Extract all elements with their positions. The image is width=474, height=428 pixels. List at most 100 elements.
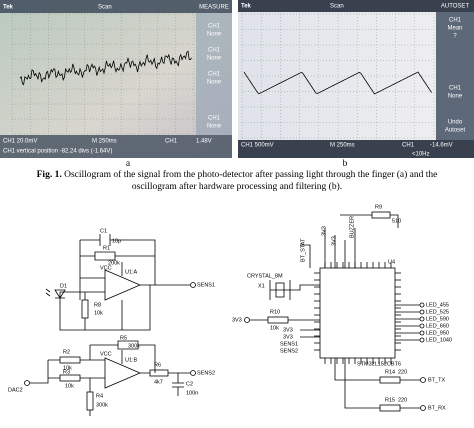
photodiode [45, 288, 66, 299]
resistor [379, 376, 401, 384]
label: LED_590 [426, 316, 449, 322]
label: LED_455 [426, 302, 449, 308]
mode: Scan [330, 4, 344, 10]
caption-text: Oscillogram of the signal from the photo… [62, 169, 438, 180]
label: LED_1040 [426, 337, 452, 343]
terminal [244, 317, 250, 323]
chip [319, 267, 396, 359]
label: R14 [385, 369, 395, 375]
menu-item: ? [453, 34, 457, 40]
top-bar [238, 0, 474, 12]
resistor [149, 369, 169, 377]
label: 220 [398, 397, 407, 403]
terminal [190, 282, 196, 288]
menu-val: None [207, 124, 222, 130]
terminal [419, 309, 425, 315]
oscillogram-b: Tek Scan AUTOSET CH1 Mean ? CH1 None Und… [238, 0, 474, 158]
menu-item: CH1 [449, 86, 462, 92]
terminal [24, 380, 30, 386]
label: SENS1 [197, 282, 215, 288]
menu-item: Undo [448, 120, 463, 126]
brand: Tek [3, 5, 14, 11]
menu-item: Mean [447, 26, 462, 32]
terminals [419, 302, 425, 343]
label: 10k [270, 325, 279, 331]
label: 4k7 [154, 379, 163, 385]
terminal [419, 302, 425, 308]
terminal [420, 377, 426, 383]
timebase: M 250ms [92, 139, 117, 145]
trigger-channel: CH1 [402, 143, 415, 149]
label: 300k [96, 402, 108, 408]
brand: Tek [241, 4, 252, 10]
trigger-channel: CH1 [165, 139, 178, 145]
op-amp-a [59, 262, 190, 331]
panel-label: a [126, 159, 131, 169]
terminal [419, 316, 425, 322]
label: SENS2 [197, 370, 215, 376]
panel-label: b [343, 159, 348, 169]
label: 510 [392, 218, 401, 224]
label: 10p [112, 238, 121, 244]
label: LED_660 [426, 323, 449, 329]
label: 3V3 [283, 327, 293, 333]
label: C1 [100, 228, 107, 234]
label: SENS1 [280, 341, 298, 347]
label: R2 [63, 349, 70, 355]
waveform [243, 71, 432, 95]
label: U1:A [125, 269, 138, 275]
terminal [419, 330, 425, 336]
label: LED_950 [426, 330, 449, 336]
terminal [190, 370, 196, 376]
grid [11, 13, 195, 135]
resistor [81, 299, 89, 319]
terminal [419, 323, 425, 329]
label: R15 [385, 397, 395, 403]
label: 10k [65, 383, 74, 389]
caption-line: Fig. 1. Oscillogram of the signal from t… [37, 169, 438, 180]
crystal [275, 282, 285, 298]
label: 100n [186, 390, 198, 396]
label: BT_TX [428, 377, 445, 383]
label: CRYSTAL_8M [247, 273, 283, 279]
menu-item: Autoset [445, 128, 466, 134]
label: X1 [258, 283, 265, 289]
label: STM32L152CBT6 [357, 361, 401, 367]
terminal [420, 405, 426, 411]
trigger-level: 1.48V [196, 139, 212, 145]
label: R9 [375, 204, 382, 210]
menu-val: None [207, 32, 222, 38]
mcu-schematic: R9 510 3V3 3V3 BUZZER BT_STAT U4 CRYSTAL… [232, 204, 452, 411]
resistor [267, 316, 289, 324]
screen [0, 0, 232, 158]
menu-panel [436, 12, 474, 140]
label: BUZZER [349, 216, 355, 238]
channel-scale: CH1 500mV [241, 143, 274, 149]
label: R10 [270, 309, 280, 315]
menu-ch: CH1 [208, 72, 221, 78]
label: R3 [63, 369, 70, 375]
menu-val: None [207, 80, 222, 86]
label: 300k [128, 343, 140, 349]
top-bar [0, 0, 232, 13]
terminal [419, 337, 425, 343]
label: LED_525 [426, 309, 449, 315]
label: R4 [96, 393, 103, 399]
label: DAC2 [8, 387, 23, 393]
menu-ch: CH1 [208, 116, 221, 122]
label: BT_RX [428, 405, 446, 411]
menu-item: None [448, 94, 463, 100]
label: R6 [154, 362, 161, 368]
resistor [59, 356, 81, 364]
label: 200k [108, 260, 120, 266]
label: 220 [398, 369, 407, 375]
mode: Scan [98, 5, 112, 11]
label: SENS2 [280, 348, 298, 354]
label: 3V3 [331, 236, 337, 246]
channel-scale: CH1 20.0mV [3, 139, 37, 145]
label: 3V3 [232, 317, 242, 323]
bottom-bar [238, 140, 474, 158]
label: C2 [186, 381, 193, 387]
resistor [59, 374, 81, 382]
